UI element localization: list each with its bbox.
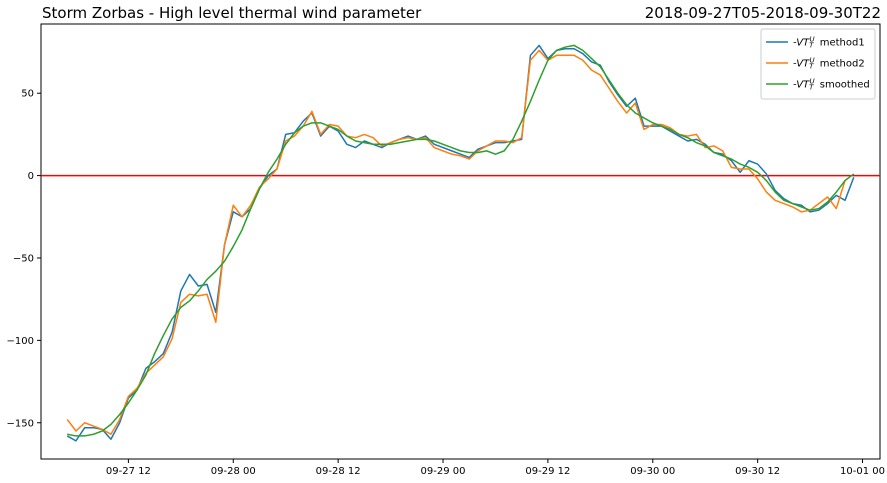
y-tick-label: 0 — [28, 171, 34, 182]
x-tick-label: 10-01 00 — [840, 466, 885, 477]
plot-frame — [40, 23, 881, 460]
x-tick-label: 09-27 12 — [106, 466, 151, 477]
x-tick-label: 09-29 12 — [525, 466, 570, 477]
series-line-2 — [66, 49, 846, 436]
x-tick-label: 09-30 12 — [735, 466, 780, 477]
legend-box — [760, 28, 876, 100]
x-tick-label: 09-30 00 — [630, 466, 675, 477]
series-line-1 — [66, 44, 855, 442]
x-tick-label: 09-28 12 — [316, 466, 361, 477]
y-tick-label: 50 — [21, 89, 34, 100]
x-tick-label: 09-28 00 — [211, 466, 256, 477]
x-tick-label: 09-29 00 — [421, 466, 466, 477]
legend-label-2: -VTTU method2 — [793, 57, 865, 71]
series-line-3 — [67, 44, 855, 437]
legend-label-3: -VTTU smoothed — [793, 78, 870, 92]
y-tick-label: −50 — [13, 253, 34, 264]
chart-title: Storm Zorbas - High level thermal wind p… — [42, 4, 422, 22]
legend-label-1: -VTTU method1 — [793, 36, 865, 50]
y-tick-label: −100 — [7, 336, 34, 347]
y-tick-label: −150 — [7, 418, 34, 429]
chart-subtitle: 2018-09-27T05-2018-09-30T22 — [644, 4, 881, 22]
